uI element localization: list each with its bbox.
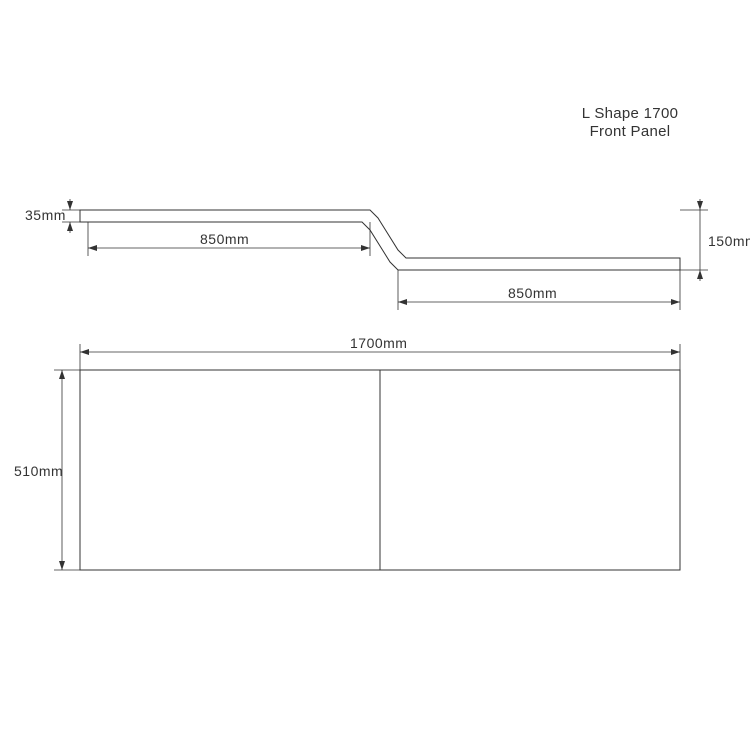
arrowhead [67,222,73,231]
arrowhead [67,201,73,210]
title-line-1: L Shape 1700 [582,105,678,122]
arrowhead [59,370,65,379]
dim-850mm-right: 850mm [508,285,557,301]
dim-850mm-left: 850mm [200,231,249,247]
title-line-2: Front Panel [590,123,671,140]
arrowhead [697,270,703,279]
arrowhead [398,299,407,305]
dim-35mm: 35mm [25,207,66,223]
arrowhead [671,349,680,355]
arrowhead [361,245,370,251]
arrowhead [671,299,680,305]
arrowhead [80,349,89,355]
arrowhead [88,245,97,251]
profile-outline [80,210,680,270]
arrowhead [697,201,703,210]
arrowhead [59,561,65,570]
dim-150mm: 150mm [708,233,750,249]
dim-1700mm: 1700mm [350,335,407,351]
dim-510mm: 510mm [14,463,63,479]
